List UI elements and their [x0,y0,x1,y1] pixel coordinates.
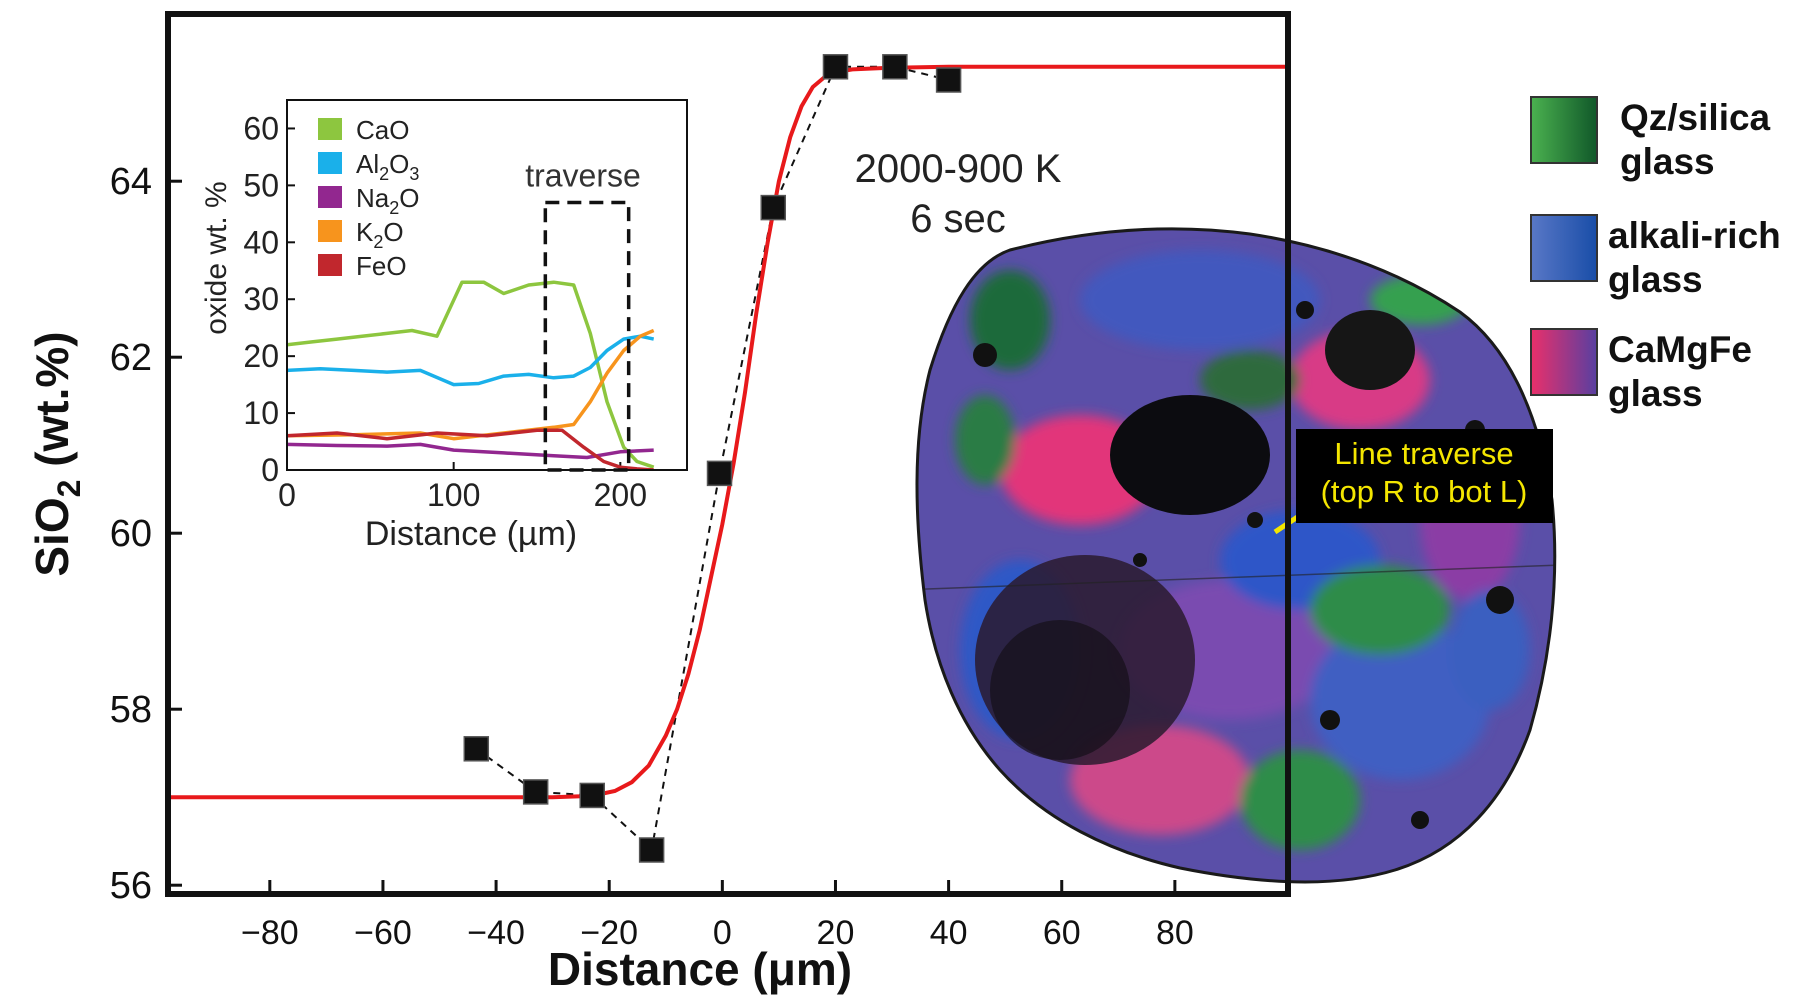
particle-outline [915,227,1557,884]
inset-x-tick-label: 200 [594,477,647,513]
main-x-tick-label: −60 [354,914,412,952]
legend-camgfe: CaMgFe glass [1530,328,1798,416]
inset-legend-label: Al2O3 [356,149,419,184]
main-y-tick-label: 56 [110,865,152,907]
inset-series-line-4 [287,428,654,470]
main-plot-frame [165,11,1291,897]
data-point [822,54,849,80]
legend-swatch-green [1530,96,1598,164]
legend-label: glass [1620,141,1715,182]
inset-y-tick-label: 0 [261,452,279,488]
inset-y-axis-label: oxide wt. % [200,181,233,334]
legend-label: Qz/silica [1620,97,1771,138]
main-x-tick-label: −40 [467,914,525,952]
main-x-tick-label: 40 [930,914,968,952]
inset-legend-swatch [318,254,342,276]
inset-legend-label: Na2O [356,183,420,218]
main-x-tick-label: −80 [241,914,299,952]
inset-series-line-0 [287,280,655,469]
main-x-tick-label: −20 [580,914,638,952]
main-chart: −80 −60 −40 −20 0 20 40 60 80 56 58 60 62 64 2000-900… [26,11,1291,995]
legend-label: glass [1608,373,1703,414]
inset-plot-frame [286,99,688,471]
inset-y-tick-label: 20 [243,338,279,374]
inset-series-line-3 [287,328,655,441]
inset-x-axis-label: Distance (µm) [365,515,577,553]
inset-legend-label: K2O [356,217,404,252]
inset-ticks: 0 100 200 0 10 20 30 40 50 60 [243,110,647,513]
main-y-tick-label: 64 [110,161,152,203]
legend-label: glass [1608,259,1703,300]
main-x-tick-label: 60 [1043,914,1081,952]
legend-qz-silica: Qz/silica glass [1530,96,1798,184]
inset-y-tick-label: 30 [243,281,279,317]
inset-legend-label: CaO [356,115,409,145]
inset-legend-label: FeO [356,251,407,281]
data-points [463,54,962,863]
data-point [463,736,490,762]
data-point [579,782,605,809]
main-y-axis-label: SiO2 (wt.%) [26,331,87,576]
image-label-box: Line traverse (top R to bot L) [1296,429,1553,523]
legend-swatch-pink [1530,328,1598,396]
main-x-tick-label: 20 [817,914,855,952]
main-y-tick-label: 60 [110,513,152,555]
legend-label: CaMgFe [1608,329,1752,370]
data-point [638,837,665,863]
particle-image [916,228,1555,883]
inset-y-tick-label: 50 [243,167,279,203]
inset-x-tick-label: 0 [278,477,296,513]
inset-y-tick-label: 40 [243,224,279,260]
inset-x-tick-label: 100 [427,477,480,513]
inset-legend-swatch [318,220,342,242]
inset-chart: 0 100 200 0 10 20 30 40 50 60 traverse CaO Al2O3Na… [200,88,693,553]
data-point [935,67,962,93]
inset-y-tick-label: 60 [243,110,279,146]
inset-series-line-1 [287,334,655,387]
annotation-line-2: 6 sec [910,197,1006,241]
data-point [522,779,549,805]
legend-swatch-blue [1530,214,1598,282]
legend-alkali-rich: alkali-rich glass [1530,214,1798,302]
inset-series-line-2 [287,442,654,460]
image-label-line-2: (top R to bot L) [1321,474,1528,509]
inset-legend-swatch [318,118,342,140]
main-x-tick-label: 0 [713,914,732,952]
data-point [882,54,908,80]
inset-legend-swatch [318,152,342,174]
image-label-line-1: Line traverse [1334,436,1513,471]
main-y-tick-label: 62 [110,337,152,379]
data-point [760,194,787,221]
traverse-label: traverse [525,157,641,193]
main-x-tick-label: 80 [1156,914,1194,952]
main-x-axis-label: Distance (μm) [548,943,852,995]
data-point [706,460,733,487]
inset-legend-swatch [318,186,342,208]
main-y-tick-label: 58 [110,689,152,731]
annotation-line-1: 2000-900 K [855,147,1062,191]
legend-label: alkali-rich [1608,215,1781,256]
inset-y-tick-label: 10 [243,395,279,431]
